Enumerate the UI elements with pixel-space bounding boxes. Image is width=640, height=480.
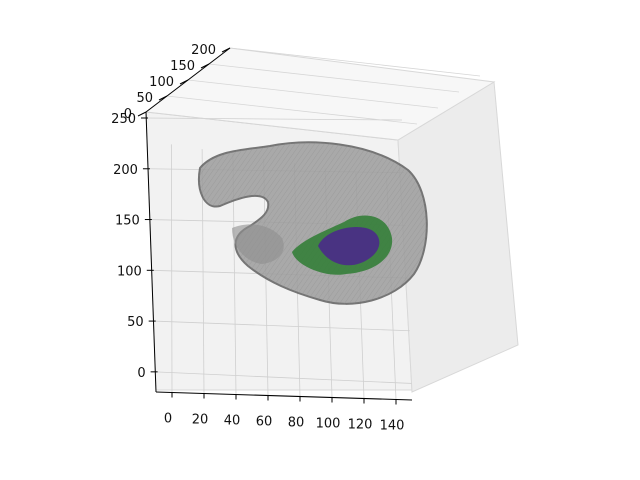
z-grid-line [155, 371, 412, 384]
x-tick-label: 80 [288, 416, 305, 431]
x-axis-line [155, 391, 413, 401]
purple-surface [318, 226, 380, 266]
y-tick-mark [200, 63, 210, 69]
y-grid-line [145, 111, 397, 141]
z-axis-line [145, 111, 157, 393]
x-tick-label: 60 [256, 415, 273, 430]
z-axis-ticks: 0 50 100 150 200 250 [111, 112, 158, 381]
x-tick-label: 0 [164, 412, 172, 427]
x-tick-label: 20 [192, 413, 209, 428]
x-tick-label: 140 [380, 419, 405, 434]
x-tick-label: 120 [348, 418, 373, 433]
z-grid-line [153, 320, 410, 332]
y-tick-mark [137, 111, 147, 117]
y-grid-line [187, 79, 439, 109]
x-tick-label: 40 [224, 414, 241, 429]
z-tick-label: 150 [115, 214, 140, 229]
z-grid-line [145, 117, 403, 121]
x-grid-line [170, 144, 173, 393]
z-tick-label: 200 [113, 163, 138, 178]
y-tick-mark [179, 79, 189, 85]
y-grid-line [229, 47, 481, 77]
y-grid-line [208, 63, 460, 93]
y-tick-label: 0 [124, 107, 132, 122]
z-tick-label: 0 [137, 366, 145, 381]
x-axis-ticks: 0 20 40 60 80 100 120 140 [164, 392, 405, 434]
y-tick-mark [221, 47, 231, 53]
y-grid-line [166, 95, 418, 125]
z-tick-label: 50 [127, 315, 144, 330]
x-tick-label: 100 [316, 417, 341, 432]
y-tick-mark [158, 95, 168, 101]
y-tick-label: 50 [136, 91, 153, 106]
y-tick-label: 200 [191, 43, 216, 58]
z-tick-label: 100 [117, 264, 142, 279]
y-tick-label: 150 [170, 59, 195, 74]
z-tick-label: 250 [111, 112, 136, 127]
y-tick-label: 100 [149, 75, 174, 90]
